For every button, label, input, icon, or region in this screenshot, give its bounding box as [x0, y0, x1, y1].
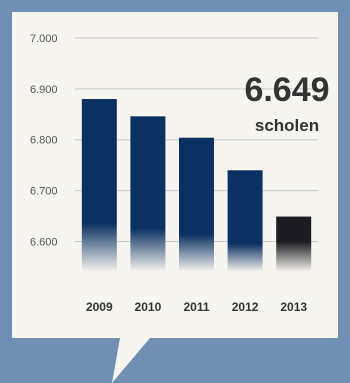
- y-tick-label: 6.900: [30, 84, 58, 96]
- x-tick-label: 2011: [183, 300, 209, 314]
- bar-2012: [227, 170, 263, 272]
- callout-unit: scholen: [255, 116, 319, 135]
- y-tick-label: 6.700: [30, 186, 58, 198]
- bar-2013: [276, 216, 312, 272]
- bar-2009: [81, 99, 117, 272]
- y-tick-label: 7.000: [30, 33, 58, 45]
- y-axis-ticks: 7.000 6.900 6.800 6.700 6.600: [30, 33, 58, 248]
- y-tick-label: 6.800: [30, 135, 58, 147]
- bar-2010: [130, 116, 166, 272]
- x-tick-label: 2012: [232, 300, 259, 314]
- callout-value: 6.649: [244, 71, 329, 109]
- x-axis-ticks: 2009 2010 2011 2012 2013: [86, 300, 307, 314]
- x-tick-label: 2013: [280, 300, 307, 314]
- x-tick-label: 2010: [135, 300, 162, 314]
- bars: [81, 99, 312, 272]
- bar-2011: [179, 137, 214, 272]
- x-tick-label: 2009: [86, 300, 113, 314]
- y-tick-label: 6.600: [30, 236, 58, 248]
- speech-bubble-card: [12, 12, 338, 383]
